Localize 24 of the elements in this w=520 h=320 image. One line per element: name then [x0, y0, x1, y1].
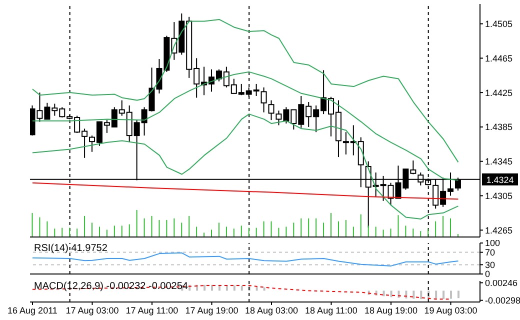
y-tick-label: 1.4385: [485, 122, 513, 132]
y-tick-label: 0.00246: [485, 278, 518, 288]
x-tick-label: 19 Aug 03:00: [424, 305, 478, 316]
y-tick-label: 0: [485, 269, 490, 280]
x-tick-label: 18 Aug 11:00: [305, 305, 358, 316]
x-tick-label: 16 Aug 2011: [8, 305, 58, 316]
y-tick-label: 1.4505: [485, 18, 513, 29]
ref-line-label: 1.4324: [486, 174, 514, 185]
y-tick-label: 70: [485, 247, 496, 258]
chart-title: MACD(12,26,9) -0.00232 -0.00254: [34, 281, 188, 292]
x-tick-label: 17 Aug 03:00: [66, 305, 119, 316]
x-tick-label: 17 Aug 19:00: [185, 305, 238, 316]
y-tick-label: 1.4345: [485, 156, 513, 167]
y-tick-label: 100: [485, 238, 500, 248]
chart-title: RSI(14) 41.9752: [34, 243, 108, 254]
x-tick-label: 17 Aug 11:00: [126, 305, 178, 316]
y-tick-label: 1.4425: [485, 88, 513, 98]
y-tick-label: -0.00298: [485, 296, 520, 306]
x-tick-label: 18 Aug 03:00: [244, 305, 298, 316]
y-tick-label: 1.4305: [485, 190, 513, 201]
y-tick-label: 1.4265: [485, 225, 513, 236]
y-tick-label: 30: [485, 260, 496, 270]
x-tick-label: 18 Aug 19:00: [364, 305, 418, 316]
y-tick-label: 1.4465: [485, 53, 513, 64]
